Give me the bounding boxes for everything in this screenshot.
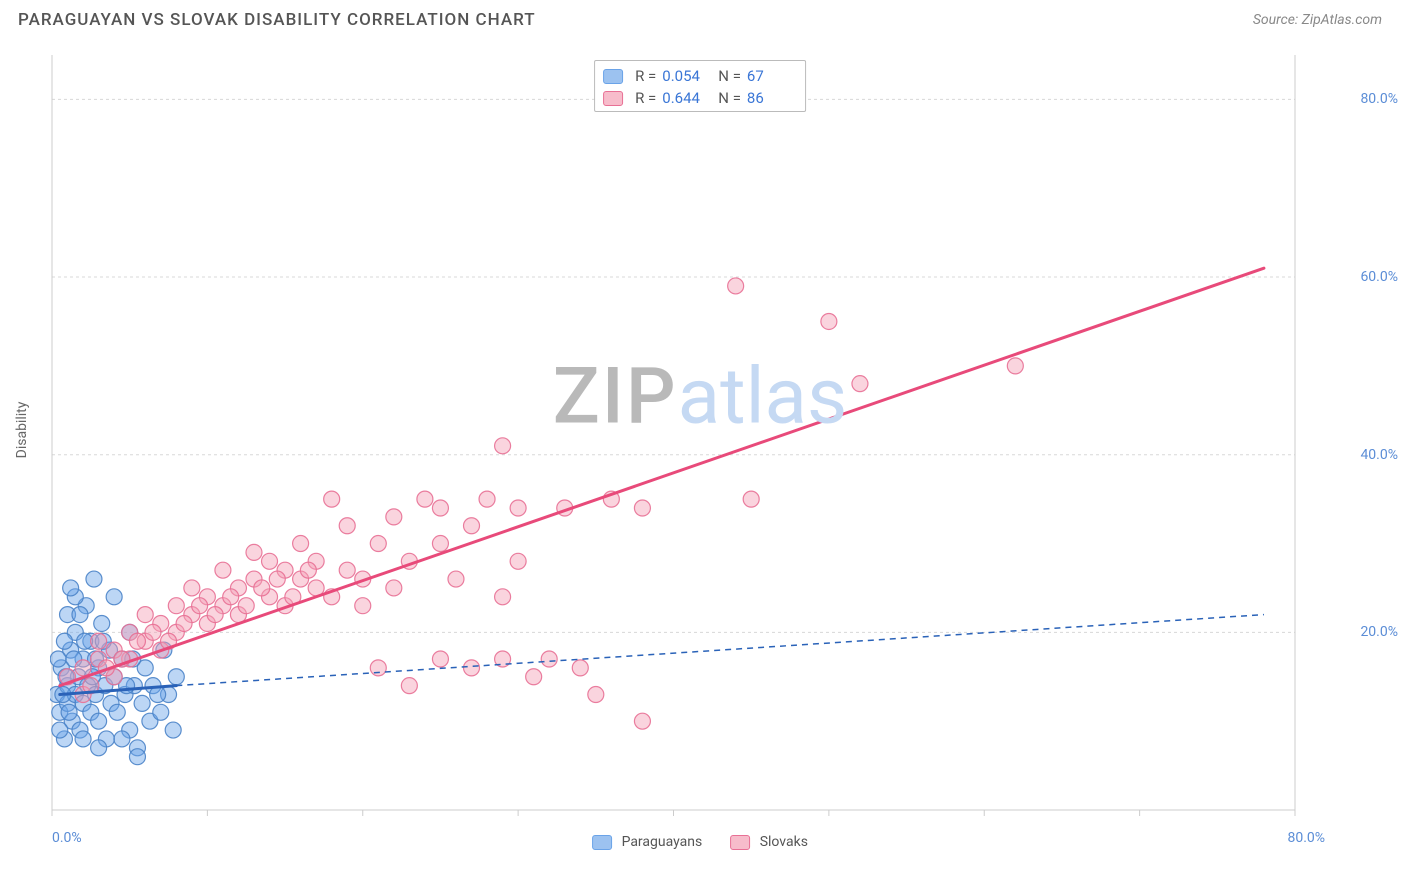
series-legend: Paraguayans Slovaks (592, 834, 808, 850)
y-tick-label: 20.0% (1360, 624, 1398, 640)
chart-title: PARAGUAYAN VS SLOVAK DISABILITY CORRELAT… (18, 10, 536, 30)
chart-plot-area: ZIPatlas R = 0.054 N = 67 R = 0.644 N = … (50, 50, 1350, 820)
n-label: N = (718, 67, 741, 85)
x-tick-label: 80.0% (1287, 830, 1325, 846)
legend-swatch-paraguayans (603, 69, 623, 84)
legend-row-slovaks: R = 0.644 N = 86 (603, 87, 797, 109)
r-label: R = (635, 89, 656, 107)
chart-svg (50, 50, 1350, 820)
legend-label: Paraguayans (622, 834, 703, 850)
legend-item-paraguayans: Paraguayans (592, 834, 702, 850)
n-label: N = (718, 89, 741, 107)
y-axis-label: Disability (14, 402, 30, 459)
chart-header: PARAGUAYAN VS SLOVAK DISABILITY CORRELAT… (0, 0, 1406, 30)
r-label: R = (635, 67, 656, 85)
n-value: 67 (747, 67, 797, 85)
legend-label: Slovaks (760, 834, 808, 850)
r-value: 0.054 (662, 67, 712, 85)
y-tick-label: 80.0% (1360, 91, 1398, 107)
legend-item-slovaks: Slovaks (730, 834, 808, 850)
legend-swatch-icon (592, 835, 612, 850)
chart-source: Source: ZipAtlas.com (1253, 12, 1382, 28)
y-tick-label: 40.0% (1360, 447, 1398, 463)
r-value: 0.644 (662, 89, 712, 107)
legend-row-paraguayans: R = 0.054 N = 67 (603, 65, 797, 87)
correlation-legend: R = 0.054 N = 67 R = 0.644 N = 86 (594, 60, 806, 112)
x-tick-label: 0.0% (52, 830, 82, 846)
n-value: 86 (747, 89, 797, 107)
y-tick-label: 60.0% (1360, 269, 1398, 285)
legend-swatch-slovaks (603, 91, 623, 106)
legend-swatch-icon (730, 835, 750, 850)
